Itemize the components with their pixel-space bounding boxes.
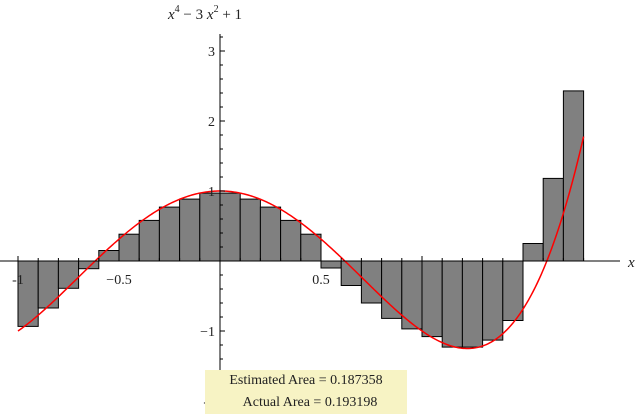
- estimated-area-label: Estimated Area = 0.187358: [205, 370, 407, 392]
- bar-1: [37, 260, 59, 309]
- y-tick-label: 3: [208, 45, 215, 60]
- bar-7: [158, 206, 181, 262]
- bar-20: [421, 260, 443, 338]
- curve-layer: [17, 136, 585, 350]
- bar-9: [199, 192, 221, 262]
- actual-area-label: Actual Area = 0.193198: [205, 392, 407, 414]
- bar-14: [300, 233, 322, 262]
- bar-2: [57, 260, 80, 289]
- bar-26: [542, 177, 564, 262]
- y-axis-title: x4 − 3 x2 + 1: [167, 4, 242, 23]
- axes-layer: [0, 34, 620, 414]
- bar-13: [280, 219, 302, 262]
- y-tick-label: −1: [200, 325, 215, 340]
- bar-24: [502, 260, 524, 321]
- bar-17: [360, 260, 383, 304]
- bar-0: [17, 260, 39, 327]
- bar-5: [118, 233, 140, 262]
- bar-8: [179, 198, 201, 262]
- x-tick-label: -1: [12, 273, 24, 288]
- bar-10: [219, 192, 241, 262]
- bar-25: [522, 243, 544, 262]
- bar-21: [441, 260, 463, 348]
- bar-18: [381, 260, 403, 319]
- bar-11: [239, 198, 261, 262]
- x-axis-label: x: [627, 255, 635, 271]
- bar-6: [138, 219, 160, 262]
- x-tick-label: −0.5: [106, 273, 131, 288]
- x-tick-label: 0.5: [312, 273, 330, 288]
- y-tick-label: 2: [208, 115, 215, 130]
- bar-15: [320, 260, 342, 269]
- bar-22: [461, 260, 484, 348]
- bars-layer: [17, 90, 585, 348]
- function-curve: [17, 136, 585, 350]
- bar-4: [98, 250, 120, 262]
- bar-12: [259, 206, 282, 262]
- y-tick-label: 1: [208, 185, 215, 200]
- bar-23: [482, 260, 504, 341]
